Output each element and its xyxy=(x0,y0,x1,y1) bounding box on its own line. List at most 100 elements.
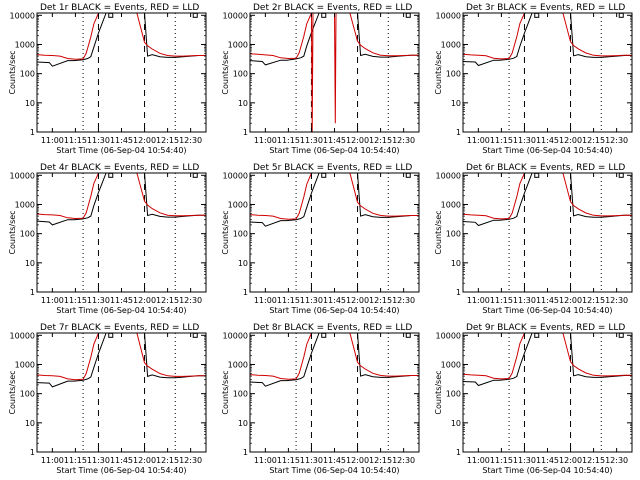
x-tick-label: 11:15 xyxy=(64,296,87,305)
y-tick-label: 10000 xyxy=(436,331,461,340)
x-tick-label: 12:30 xyxy=(392,456,415,465)
detector-panel: Det 1r BLACK = Events, RED = LLD 11:00 11:… xyxy=(8,3,207,155)
x-tick-label: 11:00 xyxy=(41,296,64,305)
event-marker xyxy=(618,172,624,178)
y-tick-label: 1000 xyxy=(441,360,461,369)
events-series-line xyxy=(463,173,632,227)
x-tick-label: 11:15 xyxy=(277,296,300,305)
x-tick-label: 11:00 xyxy=(254,136,277,145)
x-axis-label: Start Time (06-Sep-04 10:54:40) xyxy=(56,146,186,155)
y-tick-label: 10 xyxy=(238,419,248,428)
events-series-line xyxy=(250,13,419,66)
event-marker xyxy=(108,332,114,338)
x-tick-label: 12:00 xyxy=(133,456,156,465)
events-series-line xyxy=(37,333,206,388)
event-marker xyxy=(192,12,198,18)
x-tick-label: 11:15 xyxy=(490,296,513,305)
plot-frame xyxy=(36,12,207,133)
y-tick-label: 10000 xyxy=(223,171,248,180)
y-tick-label: 1 xyxy=(30,128,35,137)
y-tick-label: 10000 xyxy=(10,11,35,20)
y-tick-label: 10 xyxy=(451,419,461,428)
x-tick-label: 11:00 xyxy=(467,296,490,305)
y-tick-label: 100 xyxy=(233,390,248,399)
x-tick-label: 11:30 xyxy=(513,136,536,145)
x-tick-label: 12:15 xyxy=(156,456,179,465)
panel-title: Det 1r BLACK = Events, RED = LLD xyxy=(40,3,199,13)
x-tick-label: 11:00 xyxy=(41,136,64,145)
events-series-line xyxy=(463,333,632,387)
y-tick-label: 10 xyxy=(451,99,461,108)
lld-series-line xyxy=(463,173,632,220)
event-marker xyxy=(192,332,198,338)
y-axis-label: Counts/sec xyxy=(8,210,17,254)
lld-series-line xyxy=(37,13,206,60)
events-series-line xyxy=(250,173,419,227)
plot-frame xyxy=(36,172,207,293)
y-tick-label: 10 xyxy=(25,419,35,428)
y-tick-label: 10 xyxy=(238,259,248,268)
y-tick-label: 10000 xyxy=(223,11,248,20)
y-tick-label: 10 xyxy=(25,259,35,268)
x-tick-label: 12:15 xyxy=(369,456,392,465)
y-tick-label: 100 xyxy=(446,390,461,399)
x-tick-label: 12:15 xyxy=(582,296,605,305)
x-tick-label: 12:15 xyxy=(369,296,392,305)
x-tick-label: 11:45 xyxy=(323,296,346,305)
plot-frame xyxy=(249,332,420,453)
event-marker xyxy=(534,12,540,18)
lld-series-line xyxy=(37,333,206,381)
event-marker xyxy=(618,12,624,18)
x-tick-label: 12:15 xyxy=(582,136,605,145)
x-tick-label: 12:30 xyxy=(392,296,415,305)
plot-frame xyxy=(249,172,420,293)
event-marker xyxy=(534,172,540,178)
x-tick-label: 12:00 xyxy=(559,136,582,145)
x-tick-label: 12:30 xyxy=(179,456,202,465)
y-tick-label: 100 xyxy=(20,390,35,399)
y-axis-label: Counts/sec xyxy=(434,370,443,414)
x-tick-label: 11:30 xyxy=(87,456,110,465)
x-axis-label: Start Time (06-Sep-04 10:54:40) xyxy=(269,146,399,155)
event-marker xyxy=(618,332,624,338)
event-marker xyxy=(321,172,327,178)
y-tick-label: 10000 xyxy=(436,11,461,20)
y-tick-label: 1 xyxy=(243,448,248,457)
x-tick-label: 12:15 xyxy=(156,136,179,145)
x-tick-label: 12:00 xyxy=(346,456,369,465)
lld-series-line xyxy=(37,173,206,220)
plot-frame xyxy=(462,12,633,133)
event-marker xyxy=(534,332,540,338)
y-tick-label: 1000 xyxy=(15,360,35,369)
event-marker xyxy=(405,332,411,338)
x-tick-label: 11:00 xyxy=(254,456,277,465)
y-tick-label: 100 xyxy=(446,230,461,239)
y-tick-label: 1000 xyxy=(441,40,461,49)
x-tick-label: 12:00 xyxy=(133,136,156,145)
y-axis-label: Counts/sec xyxy=(8,370,17,414)
panel-title: Det 2r BLACK = Events, RED = LLD xyxy=(253,3,412,13)
events-series-line xyxy=(37,13,206,67)
panel-title: Det 3r BLACK = Events, RED = LLD xyxy=(466,3,625,13)
x-tick-label: 11:30 xyxy=(513,296,536,305)
event-marker xyxy=(321,12,327,18)
x-tick-label: 11:15 xyxy=(490,456,513,465)
panel-title: Det 6r BLACK = Events, RED = LLD xyxy=(466,163,625,173)
lld-series-line xyxy=(463,333,632,380)
x-tick-label: 11:45 xyxy=(110,136,133,145)
lld-series-line xyxy=(250,333,419,380)
x-tick-label: 11:45 xyxy=(536,456,559,465)
events-series-line xyxy=(250,333,419,387)
events-series-line xyxy=(463,13,632,67)
x-axis-label: Start Time (06-Sep-04 10:54:40) xyxy=(482,466,612,475)
y-tick-label: 100 xyxy=(233,70,248,79)
x-tick-label: 12:30 xyxy=(605,136,628,145)
x-tick-label: 11:00 xyxy=(254,296,277,305)
x-tick-label: 12:30 xyxy=(605,296,628,305)
x-tick-label: 11:15 xyxy=(490,136,513,145)
